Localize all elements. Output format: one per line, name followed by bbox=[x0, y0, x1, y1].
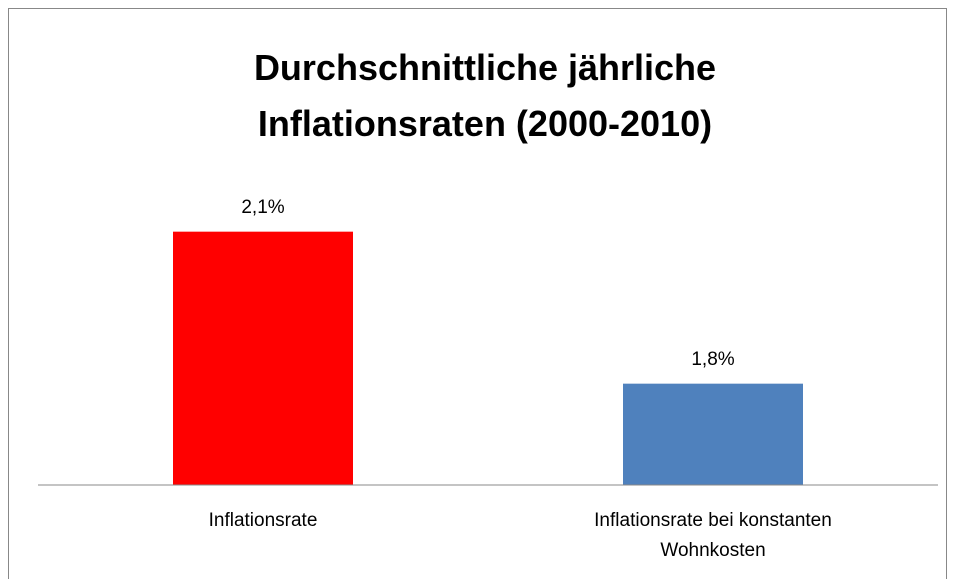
x-tick-label: Inflationsrate bbox=[208, 510, 318, 531]
x-tick-label: Inflationsrate bei konstanten Wohnkosten bbox=[594, 510, 832, 561]
bar bbox=[173, 231, 353, 485]
data-label: 2,1% bbox=[241, 196, 285, 218]
bar bbox=[623, 383, 803, 485]
chart-border bbox=[8, 8, 947, 579]
chart-title: Durchschnittliche jährliche Inflationsra… bbox=[253, 47, 717, 144]
data-label: 1,8% bbox=[691, 348, 735, 370]
